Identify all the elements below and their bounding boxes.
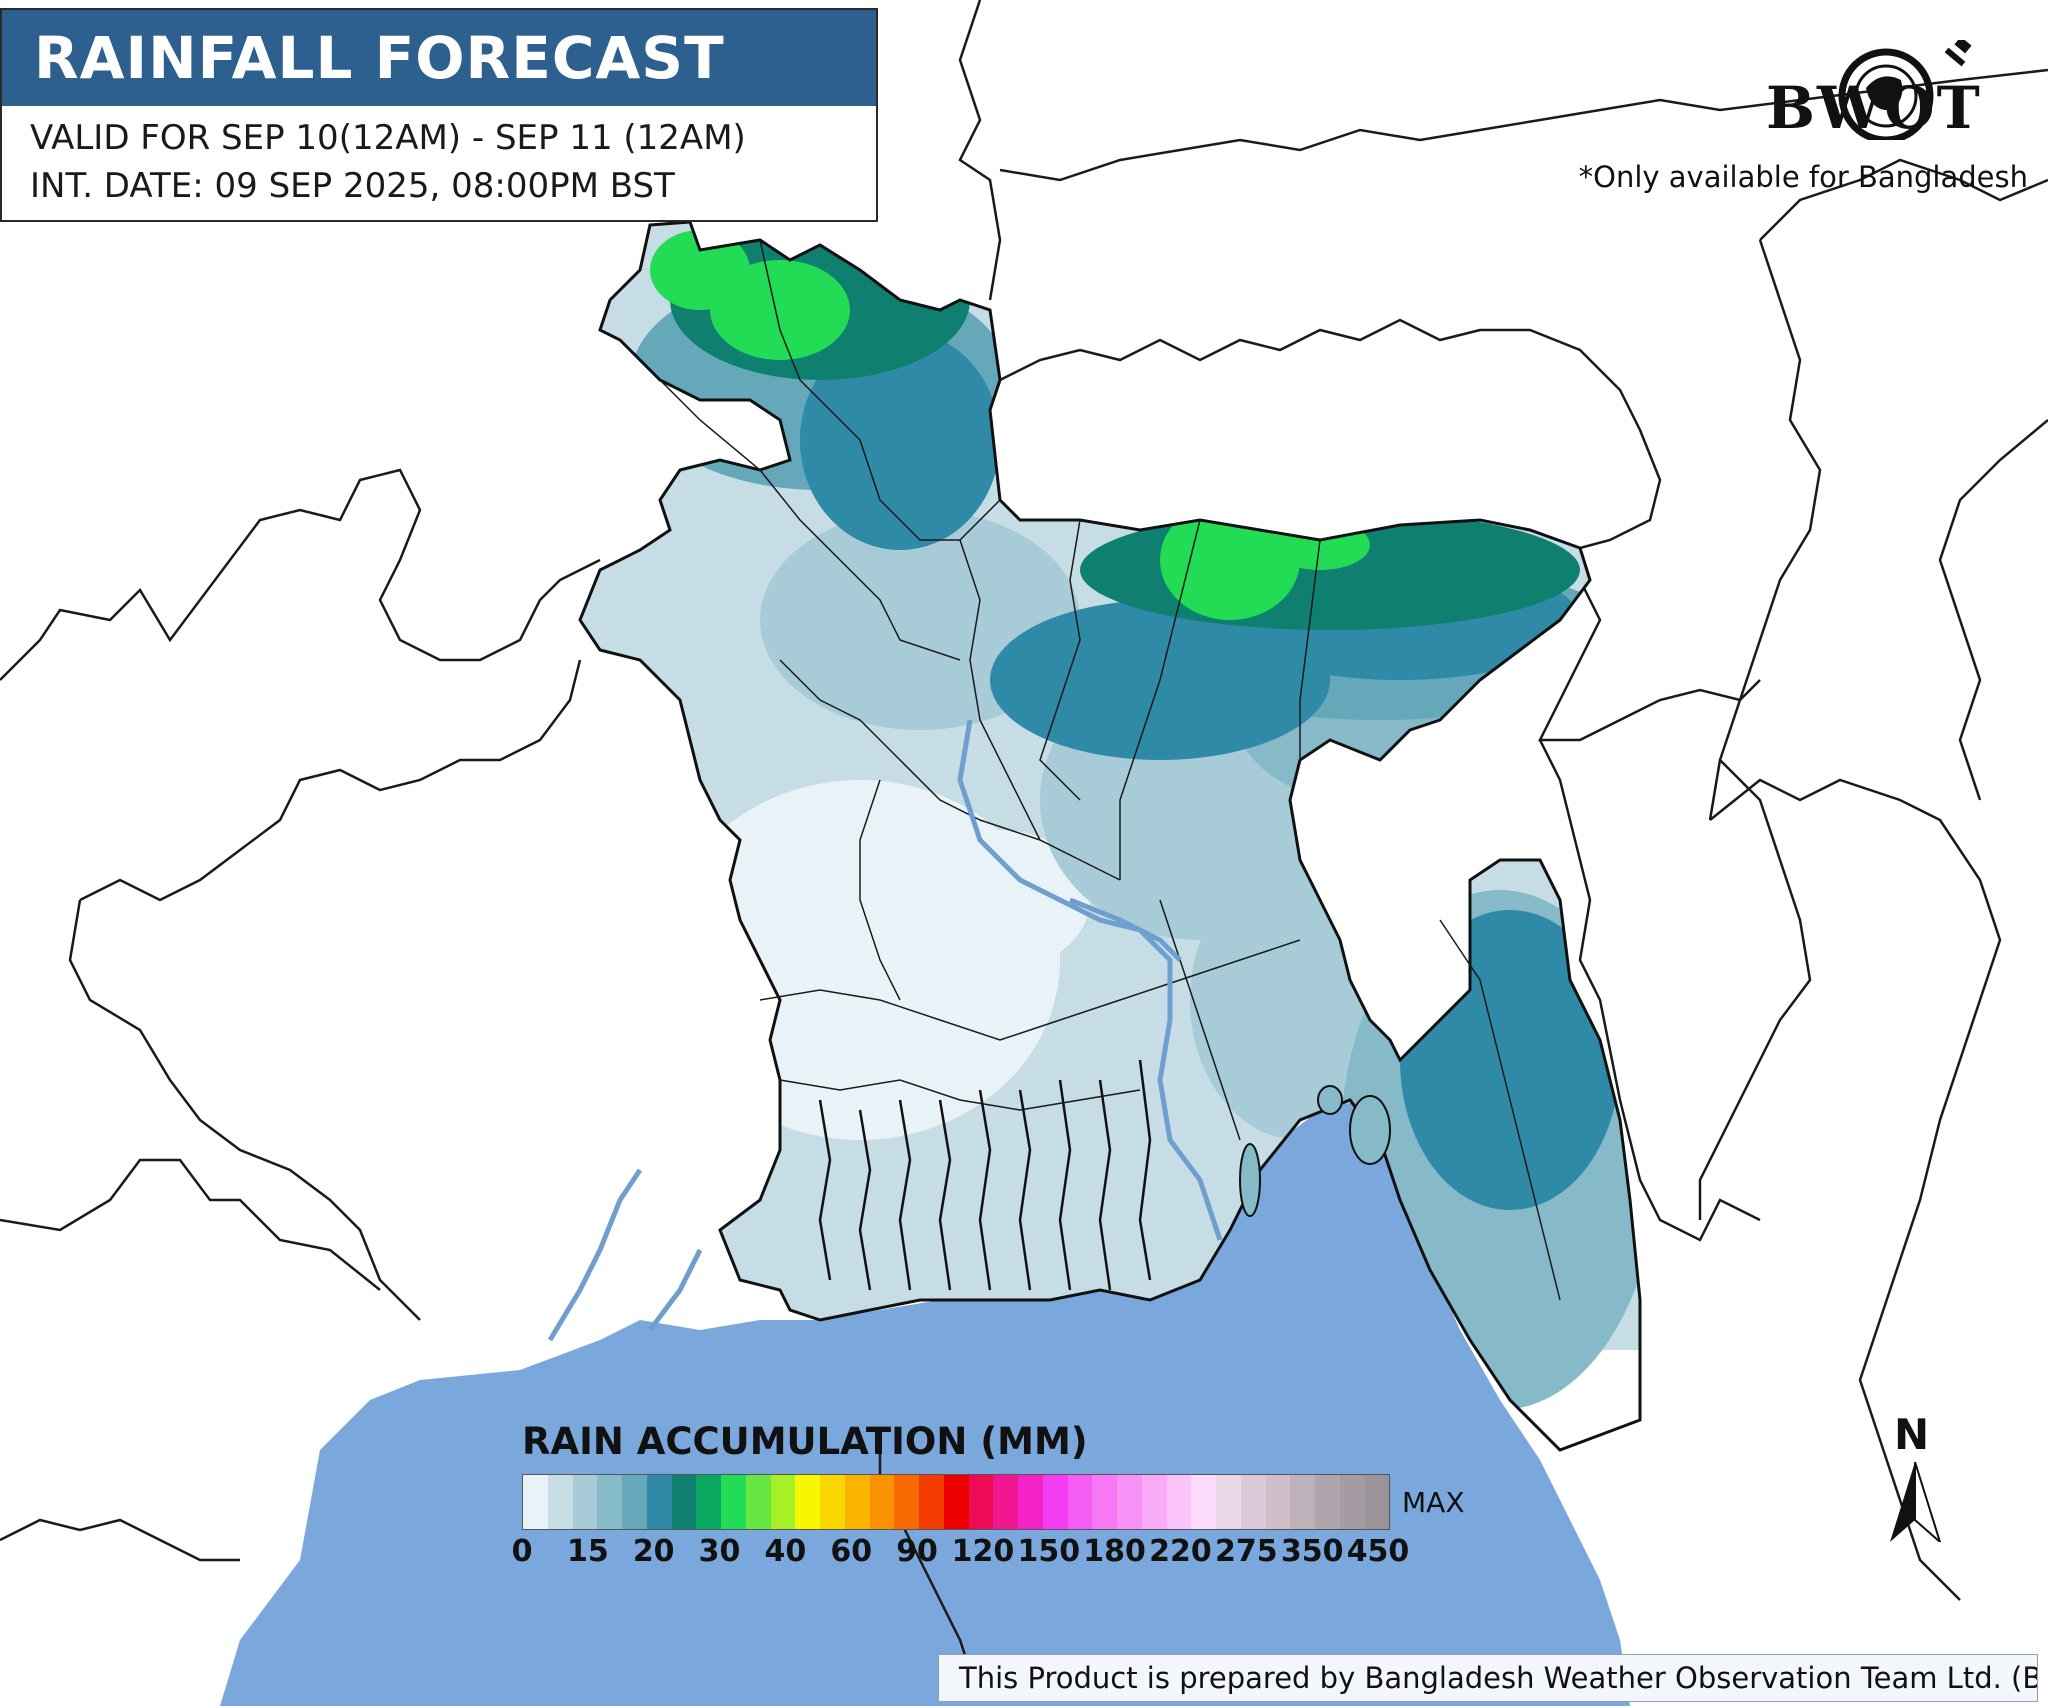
legend-swatch <box>696 1475 721 1529</box>
legend-swatch <box>869 1475 895 1529</box>
brand-name: BWOT <box>1766 74 1982 142</box>
legend-swatch <box>646 1475 672 1529</box>
bay-of-bengal <box>220 1100 1630 1706</box>
legend-swatch <box>523 1475 548 1529</box>
legend-tick: 150 <box>1017 1534 1081 1569</box>
legend-tick: 15 <box>566 1534 609 1569</box>
legend-swatch <box>919 1475 944 1529</box>
legend-colorbar <box>522 1474 1390 1530</box>
legend-swatch <box>1191 1475 1216 1529</box>
legend-swatch <box>745 1475 771 1529</box>
legend-tick: 450 <box>1346 1534 1410 1569</box>
legend-swatch <box>993 1475 1018 1529</box>
page-title: RAINFALL FORECAST <box>2 10 876 106</box>
rainfall-shading <box>580 222 1640 1410</box>
legend-swatch <box>795 1475 820 1529</box>
footer-credit: This Product is prepared by Bangladesh W… <box>938 1654 2038 1702</box>
legend-title: RAIN ACCUMULATION (MM) <box>522 1420 1088 1463</box>
legend-swatch <box>547 1475 573 1529</box>
north-label: N <box>1894 1410 1930 1459</box>
legend-tick-labels: 0 15 20 30 40 60 90 120 150 180 220 275 350 450 <box>508 1534 1418 1574</box>
legend-tick: 20 <box>632 1534 675 1569</box>
north-arrow-icon <box>1890 1462 1942 1542</box>
legend-swatch <box>1265 1475 1291 1529</box>
legend-swatch <box>721 1475 746 1529</box>
title-panel: RAINFALL FORECAST VALID FOR SEP 10(12AM)… <box>0 8 878 222</box>
legend-swatch <box>1117 1475 1142 1529</box>
legend-swatch <box>1067 1475 1093 1529</box>
legend-swatch <box>820 1475 845 1529</box>
legend-tick: 350 <box>1280 1534 1344 1569</box>
legend-swatch <box>1240 1475 1266 1529</box>
legend-tick: 220 <box>1149 1534 1212 1569</box>
legend-swatch <box>572 1475 598 1529</box>
legend-swatch <box>1166 1475 1192 1529</box>
legend-swatch <box>1339 1475 1365 1529</box>
legend-swatch <box>1018 1475 1043 1529</box>
legend-tick: 40 <box>764 1534 807 1569</box>
legend-tick: 90 <box>896 1534 938 1569</box>
legend-tick: 0 <box>511 1534 533 1569</box>
legend-max-label: MAX <box>1402 1486 1465 1519</box>
legend-swatch <box>894 1475 919 1529</box>
legend-tick: 180 <box>1083 1534 1146 1569</box>
legend-swatch <box>671 1475 697 1529</box>
legend-tick: 275 <box>1214 1534 1278 1569</box>
init-date: INT. DATE: 09 SEP 2025, 08:00PM BST <box>30 166 675 206</box>
islands <box>1239 1085 1391 1217</box>
delta-channels <box>818 1059 1152 1291</box>
legend-swatch <box>1092 1475 1117 1529</box>
legend-swatch <box>1290 1475 1315 1529</box>
satellite-globe-icon <box>1838 40 1972 140</box>
legend-swatch <box>968 1475 994 1529</box>
rivers <box>547 719 1223 1342</box>
district-boundaries <box>659 239 1561 1301</box>
legend-tick: 30 <box>698 1534 741 1569</box>
brand-logo: BWOT <box>1766 40 1996 142</box>
legend-swatch <box>844 1475 870 1529</box>
legend-swatch <box>1364 1475 1390 1529</box>
legend-swatch <box>1141 1475 1167 1529</box>
legend-swatch <box>597 1475 622 1529</box>
bangladesh-outline <box>578 220 1642 1452</box>
legend-swatch <box>1216 1475 1241 1529</box>
north-arrow: N <box>1880 1410 1950 1542</box>
legend-swatch <box>770 1475 796 1529</box>
legend-swatch <box>1042 1475 1068 1529</box>
legend-swatch <box>943 1475 969 1529</box>
legend-tick: 120 <box>951 1534 1015 1569</box>
legend-swatch <box>1315 1475 1340 1529</box>
availability-note: *Only available for Bangladesh <box>1578 160 2028 194</box>
valid-period: VALID FOR SEP 10(12AM) - SEP 11 (12AM) <box>30 118 746 158</box>
legend-tick: 60 <box>830 1534 873 1569</box>
legend-swatch <box>622 1475 647 1529</box>
